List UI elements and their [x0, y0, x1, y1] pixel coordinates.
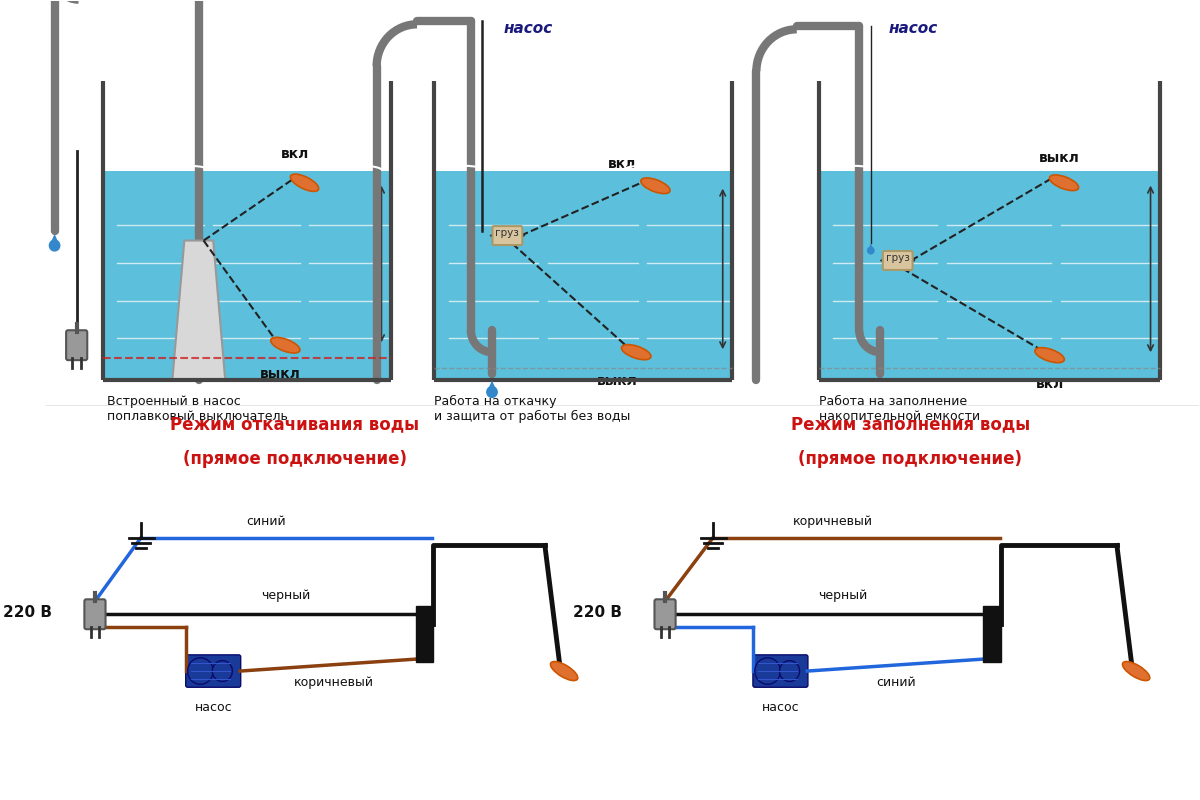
Circle shape [212, 661, 233, 682]
Ellipse shape [290, 174, 319, 191]
Ellipse shape [622, 345, 650, 360]
Polygon shape [868, 243, 874, 250]
FancyBboxPatch shape [883, 251, 913, 270]
Text: синий: синий [246, 514, 286, 527]
Text: насос: насос [888, 22, 937, 36]
Circle shape [49, 240, 60, 251]
Text: выкл: выкл [1039, 151, 1080, 165]
Circle shape [187, 658, 214, 684]
Polygon shape [173, 241, 226, 380]
Text: черный: черный [818, 590, 868, 602]
Ellipse shape [551, 662, 577, 681]
Circle shape [487, 386, 497, 398]
Text: 220 В: 220 В [2, 605, 52, 620]
Bar [434, 170, 732, 380]
Text: 220 В: 220 В [572, 605, 622, 620]
Ellipse shape [271, 338, 300, 353]
Text: груз: груз [886, 253, 910, 263]
Bar [983, 606, 1001, 662]
Text: выкл: выкл [596, 374, 637, 388]
Circle shape [755, 658, 780, 684]
Text: Работа на откачку
и защита от работы без воды: Работа на откачку и защита от работы без… [434, 395, 631, 423]
Text: вкл: вкл [281, 147, 310, 161]
Text: Режим откачивания воды: Режим откачивания воды [170, 415, 420, 433]
Bar [103, 170, 391, 380]
Ellipse shape [641, 178, 670, 194]
Text: выкл: выкл [260, 367, 301, 381]
Text: (прямое подключение): (прямое подключение) [798, 450, 1022, 468]
Text: груз: груз [496, 228, 520, 238]
Circle shape [868, 247, 874, 254]
Polygon shape [50, 234, 59, 244]
Text: коричневый: коричневый [793, 514, 874, 527]
Circle shape [780, 661, 799, 682]
Bar [818, 170, 1160, 380]
FancyBboxPatch shape [66, 330, 88, 360]
Text: Режим заполнения воды: Режим заполнения воды [791, 415, 1030, 433]
FancyBboxPatch shape [492, 226, 522, 245]
Ellipse shape [1034, 348, 1064, 362]
FancyBboxPatch shape [654, 599, 676, 630]
Polygon shape [487, 380, 497, 390]
Text: насос: насос [504, 22, 553, 36]
Text: насос: насос [762, 701, 799, 714]
Text: (прямое подключение): (прямое подключение) [182, 450, 407, 468]
Ellipse shape [1050, 175, 1079, 190]
Bar [416, 606, 433, 662]
FancyBboxPatch shape [752, 655, 808, 687]
FancyBboxPatch shape [186, 655, 241, 687]
Text: Встроенный в насос
поплавковый выключатель: Встроенный в насос поплавковый выключате… [108, 395, 288, 423]
Text: коричневый: коричневый [293, 676, 373, 689]
Text: насос: насос [194, 701, 232, 714]
Text: вкл: вкл [607, 157, 636, 170]
Text: черный: черный [260, 590, 310, 602]
Text: синий: синий [876, 676, 916, 689]
Text: Работа на заполнение
накопительной емкости: Работа на заполнение накопительной емкос… [818, 395, 980, 423]
Ellipse shape [1122, 662, 1150, 681]
FancyBboxPatch shape [84, 599, 106, 630]
Text: вкл: вкл [1036, 377, 1063, 391]
